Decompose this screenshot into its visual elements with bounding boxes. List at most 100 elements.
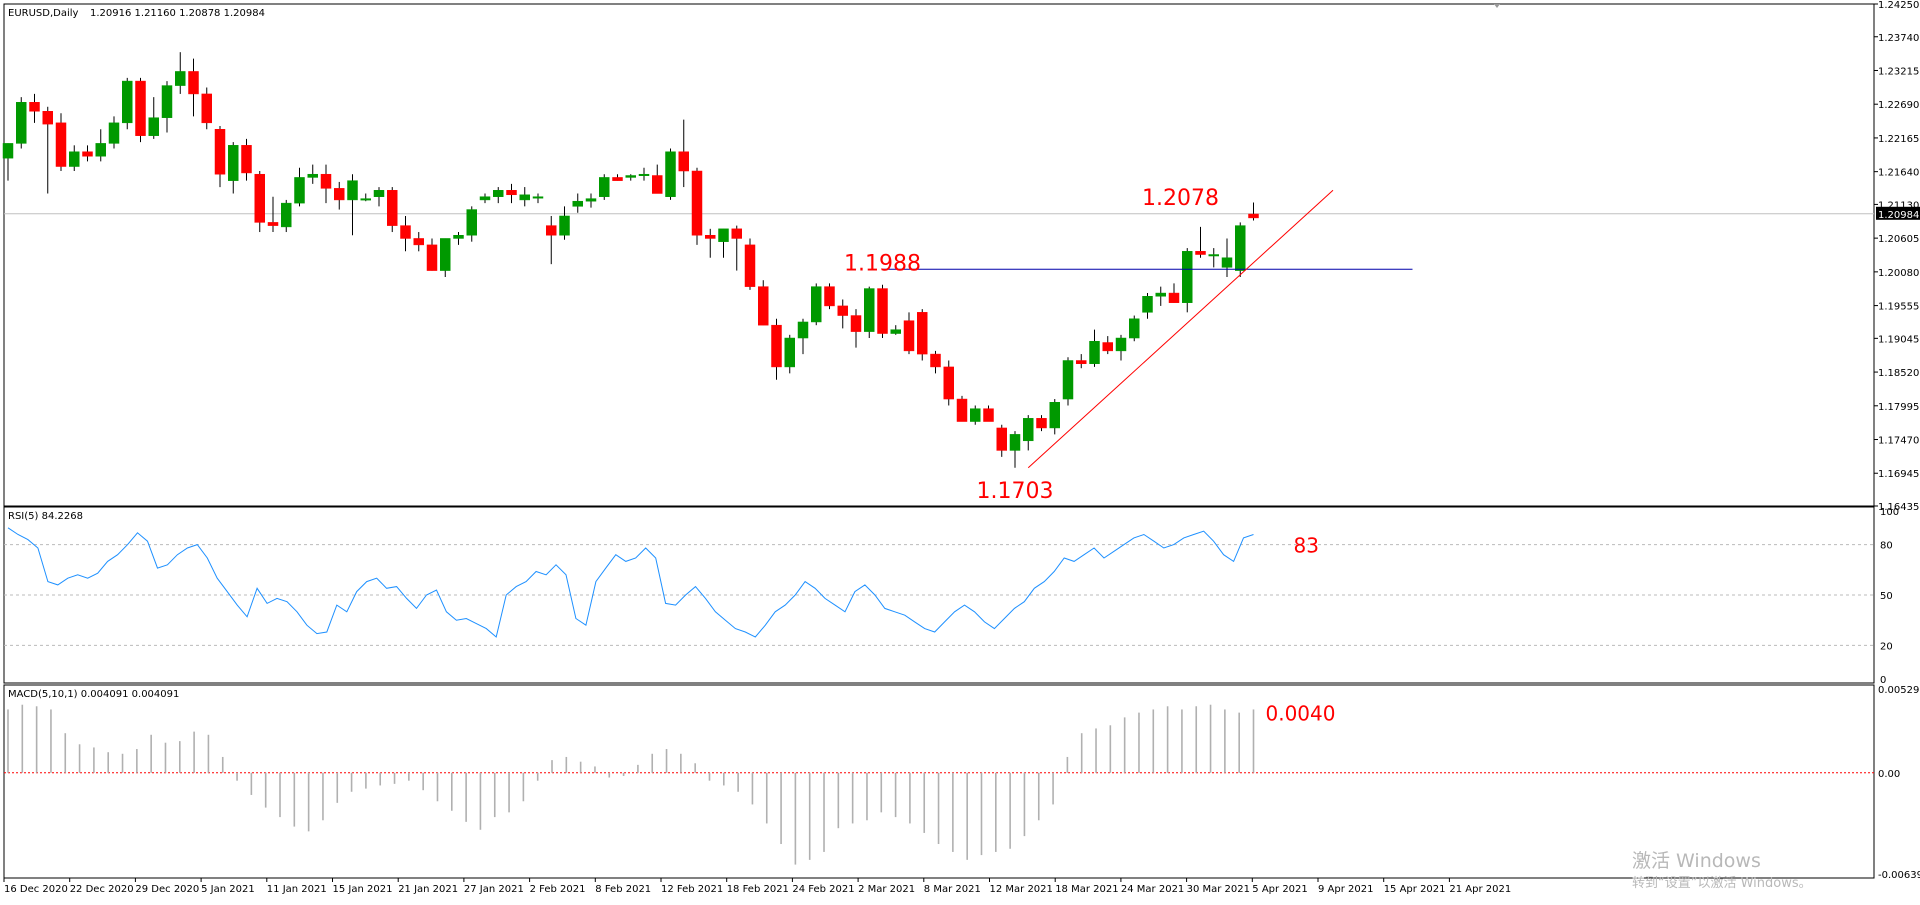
candle xyxy=(254,171,265,233)
bull-candle-body xyxy=(1142,296,1153,313)
current-price-label: 1.20984 xyxy=(1878,210,1919,221)
date-axis-label: 15 Apr 2021 xyxy=(1384,884,1446,895)
bull-candle-body xyxy=(599,177,610,197)
price-axis-label: 1.23740 xyxy=(1878,33,1919,44)
bull-candle-body xyxy=(797,321,809,339)
bear-candle-body xyxy=(1168,292,1180,303)
bear-candle-body xyxy=(55,122,67,167)
date-axis-label: 9 Apr 2021 xyxy=(1318,884,1373,895)
bear-candle-body xyxy=(82,151,93,157)
candle xyxy=(1208,248,1219,268)
candle xyxy=(413,232,424,252)
bull-candle-body xyxy=(784,337,795,368)
bull-candle-body xyxy=(864,288,875,332)
price-axis-label: 1.18520 xyxy=(1878,368,1919,379)
candle xyxy=(493,187,504,204)
candle xyxy=(453,232,464,245)
price-annotation: 1.2078 xyxy=(1142,186,1219,211)
bull-candle-body xyxy=(638,173,650,176)
bull-candle-body xyxy=(1062,360,1074,400)
bull-candle-body xyxy=(479,196,491,201)
candle xyxy=(440,238,451,278)
candle xyxy=(241,138,252,181)
price-axis-label: 1.22690 xyxy=(1878,100,1919,111)
candle xyxy=(890,325,901,335)
bull-candle-body xyxy=(307,173,318,178)
candle xyxy=(983,405,994,422)
macd-panel-frame xyxy=(3,684,1875,879)
candle xyxy=(903,312,915,355)
bull-candle-body xyxy=(585,198,597,202)
candle xyxy=(334,181,345,210)
bull-candle-body xyxy=(811,286,822,323)
candle xyxy=(1168,283,1180,303)
price-axis-label: 1.19555 xyxy=(1878,302,1919,313)
bear-candle-body xyxy=(930,353,941,368)
bull-candle-body xyxy=(281,202,292,228)
candle xyxy=(1023,415,1034,451)
candle xyxy=(691,167,703,245)
bear-candle-body xyxy=(691,170,703,236)
bear-candle-body xyxy=(413,238,424,246)
candle xyxy=(281,199,292,233)
rsi-panel: RSI(5) 84.2268 100 80 50 20 0 83 xyxy=(3,506,1899,686)
bear-candle-body xyxy=(996,427,1007,451)
candle xyxy=(1009,431,1021,468)
bull-candle-body xyxy=(1115,337,1127,352)
candle xyxy=(294,167,305,207)
candle xyxy=(1036,415,1047,432)
candle xyxy=(228,142,239,194)
price-axis-label: 1.20605 xyxy=(1878,234,1919,245)
macd-axis-label: 0.005292 xyxy=(1878,685,1920,696)
candle xyxy=(320,164,332,204)
date-axis-label: 18 Feb 2021 xyxy=(727,884,789,895)
candle xyxy=(1142,293,1153,319)
bear-candle-body xyxy=(135,80,146,136)
bear-candle-body xyxy=(824,286,835,307)
candle xyxy=(188,58,199,117)
bear-candle-body xyxy=(334,188,345,201)
candle xyxy=(771,318,782,380)
bear-candle-body xyxy=(387,190,398,226)
bear-candle-body xyxy=(188,71,199,95)
candle xyxy=(214,126,226,188)
date-axis-label: 29 Dec 2020 xyxy=(135,884,199,895)
bear-candle-body xyxy=(254,173,265,223)
candle xyxy=(744,238,756,290)
candle xyxy=(572,193,583,213)
candle xyxy=(532,193,544,204)
bull-candle-body xyxy=(175,71,186,86)
bear-candle-body xyxy=(837,305,848,316)
candle xyxy=(638,167,650,181)
bull-candle-body xyxy=(1221,257,1233,268)
bear-candle-body xyxy=(705,234,716,239)
candle xyxy=(837,299,848,329)
candle xyxy=(55,113,67,172)
candle xyxy=(1089,329,1100,367)
bear-candle-body xyxy=(214,129,226,175)
trend-line[interactable] xyxy=(1027,189,1334,469)
bull-candle-body xyxy=(2,143,14,159)
candle xyxy=(1182,248,1193,313)
macd-axis-label: 0.00 xyxy=(1878,769,1900,780)
macd-label: MACD(5,10,1) 0.004091 0.004091 xyxy=(8,689,179,700)
candle xyxy=(519,187,530,207)
candle xyxy=(678,119,689,188)
rsi-axis-label: 0 xyxy=(1880,675,1886,686)
price-panel: EURUSD,Daily 1.20916 1.21160 1.20878 1.2… xyxy=(2,0,1920,513)
bull-candle-body xyxy=(161,85,173,118)
candle xyxy=(201,87,212,130)
bull-candle-body xyxy=(559,215,570,236)
candle xyxy=(917,309,928,361)
candle xyxy=(267,196,279,233)
candle xyxy=(1235,222,1246,278)
price-annotation: 1.1988 xyxy=(844,252,921,277)
candle xyxy=(546,215,557,265)
bear-candle-body xyxy=(400,225,411,239)
candle xyxy=(1102,336,1113,355)
candle xyxy=(122,77,133,130)
bull-candle-body xyxy=(1049,402,1060,429)
macd-panel: MACD(5,10,1) 0.004091 0.004091 0.005292 0… xyxy=(3,684,1920,881)
candle xyxy=(82,145,93,162)
